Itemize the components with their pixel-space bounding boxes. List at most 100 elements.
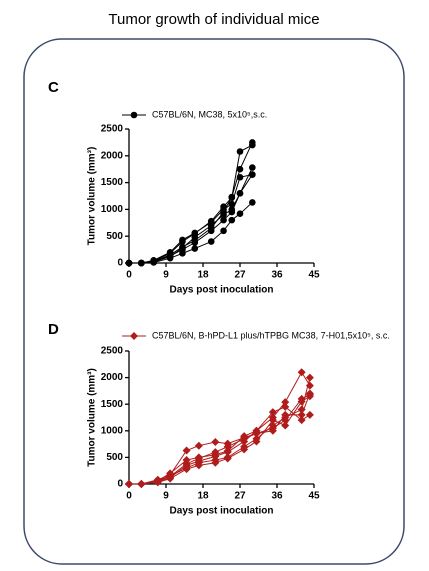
- y-axis-title: Tumor volume (mm³): [87, 147, 98, 246]
- marker: [207, 218, 215, 226]
- marker: [268, 426, 277, 435]
- marker: [297, 416, 306, 425]
- x-tick-label: 18: [197, 270, 209, 281]
- y-tick-label: 500: [106, 231, 123, 242]
- marker: [211, 452, 220, 461]
- series-line: [129, 167, 253, 264]
- marker: [249, 199, 256, 206]
- x-tick-label: 36: [271, 491, 283, 502]
- marker: [166, 252, 174, 260]
- marker: [268, 416, 277, 425]
- y-tick-label: 2000: [101, 372, 124, 383]
- x-tick-label: 45: [308, 491, 320, 502]
- y-tick-label: 1500: [101, 399, 124, 410]
- y-tick-label: 0: [117, 258, 123, 269]
- marker: [236, 165, 244, 173]
- marker: [305, 389, 314, 398]
- x-tick-label: 9: [163, 491, 169, 502]
- y-tick-label: 0: [117, 479, 123, 490]
- marker: [240, 434, 249, 443]
- marker: [182, 446, 191, 455]
- marker: [191, 239, 199, 246]
- marker: [223, 454, 232, 463]
- marker: [211, 448, 220, 457]
- marker: [220, 206, 227, 213]
- marker: [191, 229, 199, 237]
- marker: [179, 246, 186, 253]
- marker: [281, 410, 290, 419]
- marker: [249, 141, 256, 149]
- marker: [194, 454, 203, 463]
- x-tick-label: 27: [234, 491, 246, 502]
- x-axis-title: Days post inoculation: [170, 285, 274, 296]
- marker: [191, 245, 199, 252]
- marker: [207, 227, 215, 235]
- y-tick-label: 2000: [101, 150, 124, 161]
- series-line: [129, 371, 311, 485]
- y-tick-label: 500: [106, 452, 123, 463]
- marker: [220, 216, 227, 224]
- marker: [236, 210, 244, 217]
- marker: [228, 208, 236, 216]
- marker: [211, 437, 220, 446]
- x-tick-label: 18: [197, 491, 209, 502]
- y-tick-label: 1500: [101, 177, 124, 188]
- marker: [268, 408, 277, 417]
- figure-title: Tumor growth of individual mice: [108, 11, 319, 28]
- marker: [305, 410, 314, 419]
- y-tick-label: 2500: [101, 124, 124, 135]
- marker: [249, 171, 256, 178]
- marker: [236, 190, 244, 197]
- legend-label: C57BL/6N, B-hPD-L1 plus/hTPBG MC38, 7-H0…: [152, 330, 390, 340]
- marker: [305, 373, 314, 382]
- marker: [228, 216, 236, 224]
- x-tick-label: 45: [308, 270, 320, 281]
- series-line: [129, 377, 311, 485]
- marker: [194, 441, 203, 450]
- marker: [179, 236, 186, 244]
- legend-marker: [130, 332, 138, 340]
- marker: [194, 461, 203, 470]
- marker: [252, 429, 261, 438]
- marker: [236, 173, 244, 181]
- marker: [220, 211, 227, 219]
- marker: [281, 421, 290, 430]
- marker: [223, 442, 232, 451]
- marker: [211, 458, 220, 467]
- series-line: [129, 395, 311, 485]
- marker: [125, 259, 133, 267]
- marker: [297, 405, 306, 414]
- marker: [182, 465, 191, 474]
- marker: [223, 448, 232, 457]
- marker: [150, 258, 157, 265]
- legend-label: C57BL/6N, MC38, 5x10⁵,s.c.: [152, 109, 267, 119]
- x-axis-title: Days post inoculation: [170, 506, 274, 517]
- marker: [297, 410, 306, 419]
- marker: [220, 227, 227, 235]
- y-tick-label: 2500: [101, 346, 124, 357]
- marker: [125, 480, 133, 488]
- frame: [23, 38, 405, 565]
- marker: [228, 200, 236, 208]
- marker: [281, 402, 290, 411]
- marker: [166, 472, 175, 481]
- marker: [297, 397, 306, 406]
- x-tick-label: 27: [234, 270, 246, 281]
- x-tick-label: 9: [163, 270, 169, 281]
- marker: [249, 164, 256, 171]
- x-tick-label: 0: [126, 270, 132, 281]
- marker: [236, 148, 244, 155]
- marker: [137, 480, 146, 488]
- y-axis-title: Tumor volume (mm³): [87, 368, 98, 467]
- marker: [240, 445, 249, 454]
- marker: [207, 238, 215, 245]
- marker: [153, 476, 162, 485]
- legend-marker: [130, 111, 138, 119]
- marker: [252, 437, 261, 446]
- panel-label: D: [48, 321, 59, 338]
- marker: [182, 459, 191, 468]
- x-tick-label: 36: [271, 270, 283, 281]
- panel-label: C: [48, 79, 59, 96]
- marker: [281, 398, 290, 407]
